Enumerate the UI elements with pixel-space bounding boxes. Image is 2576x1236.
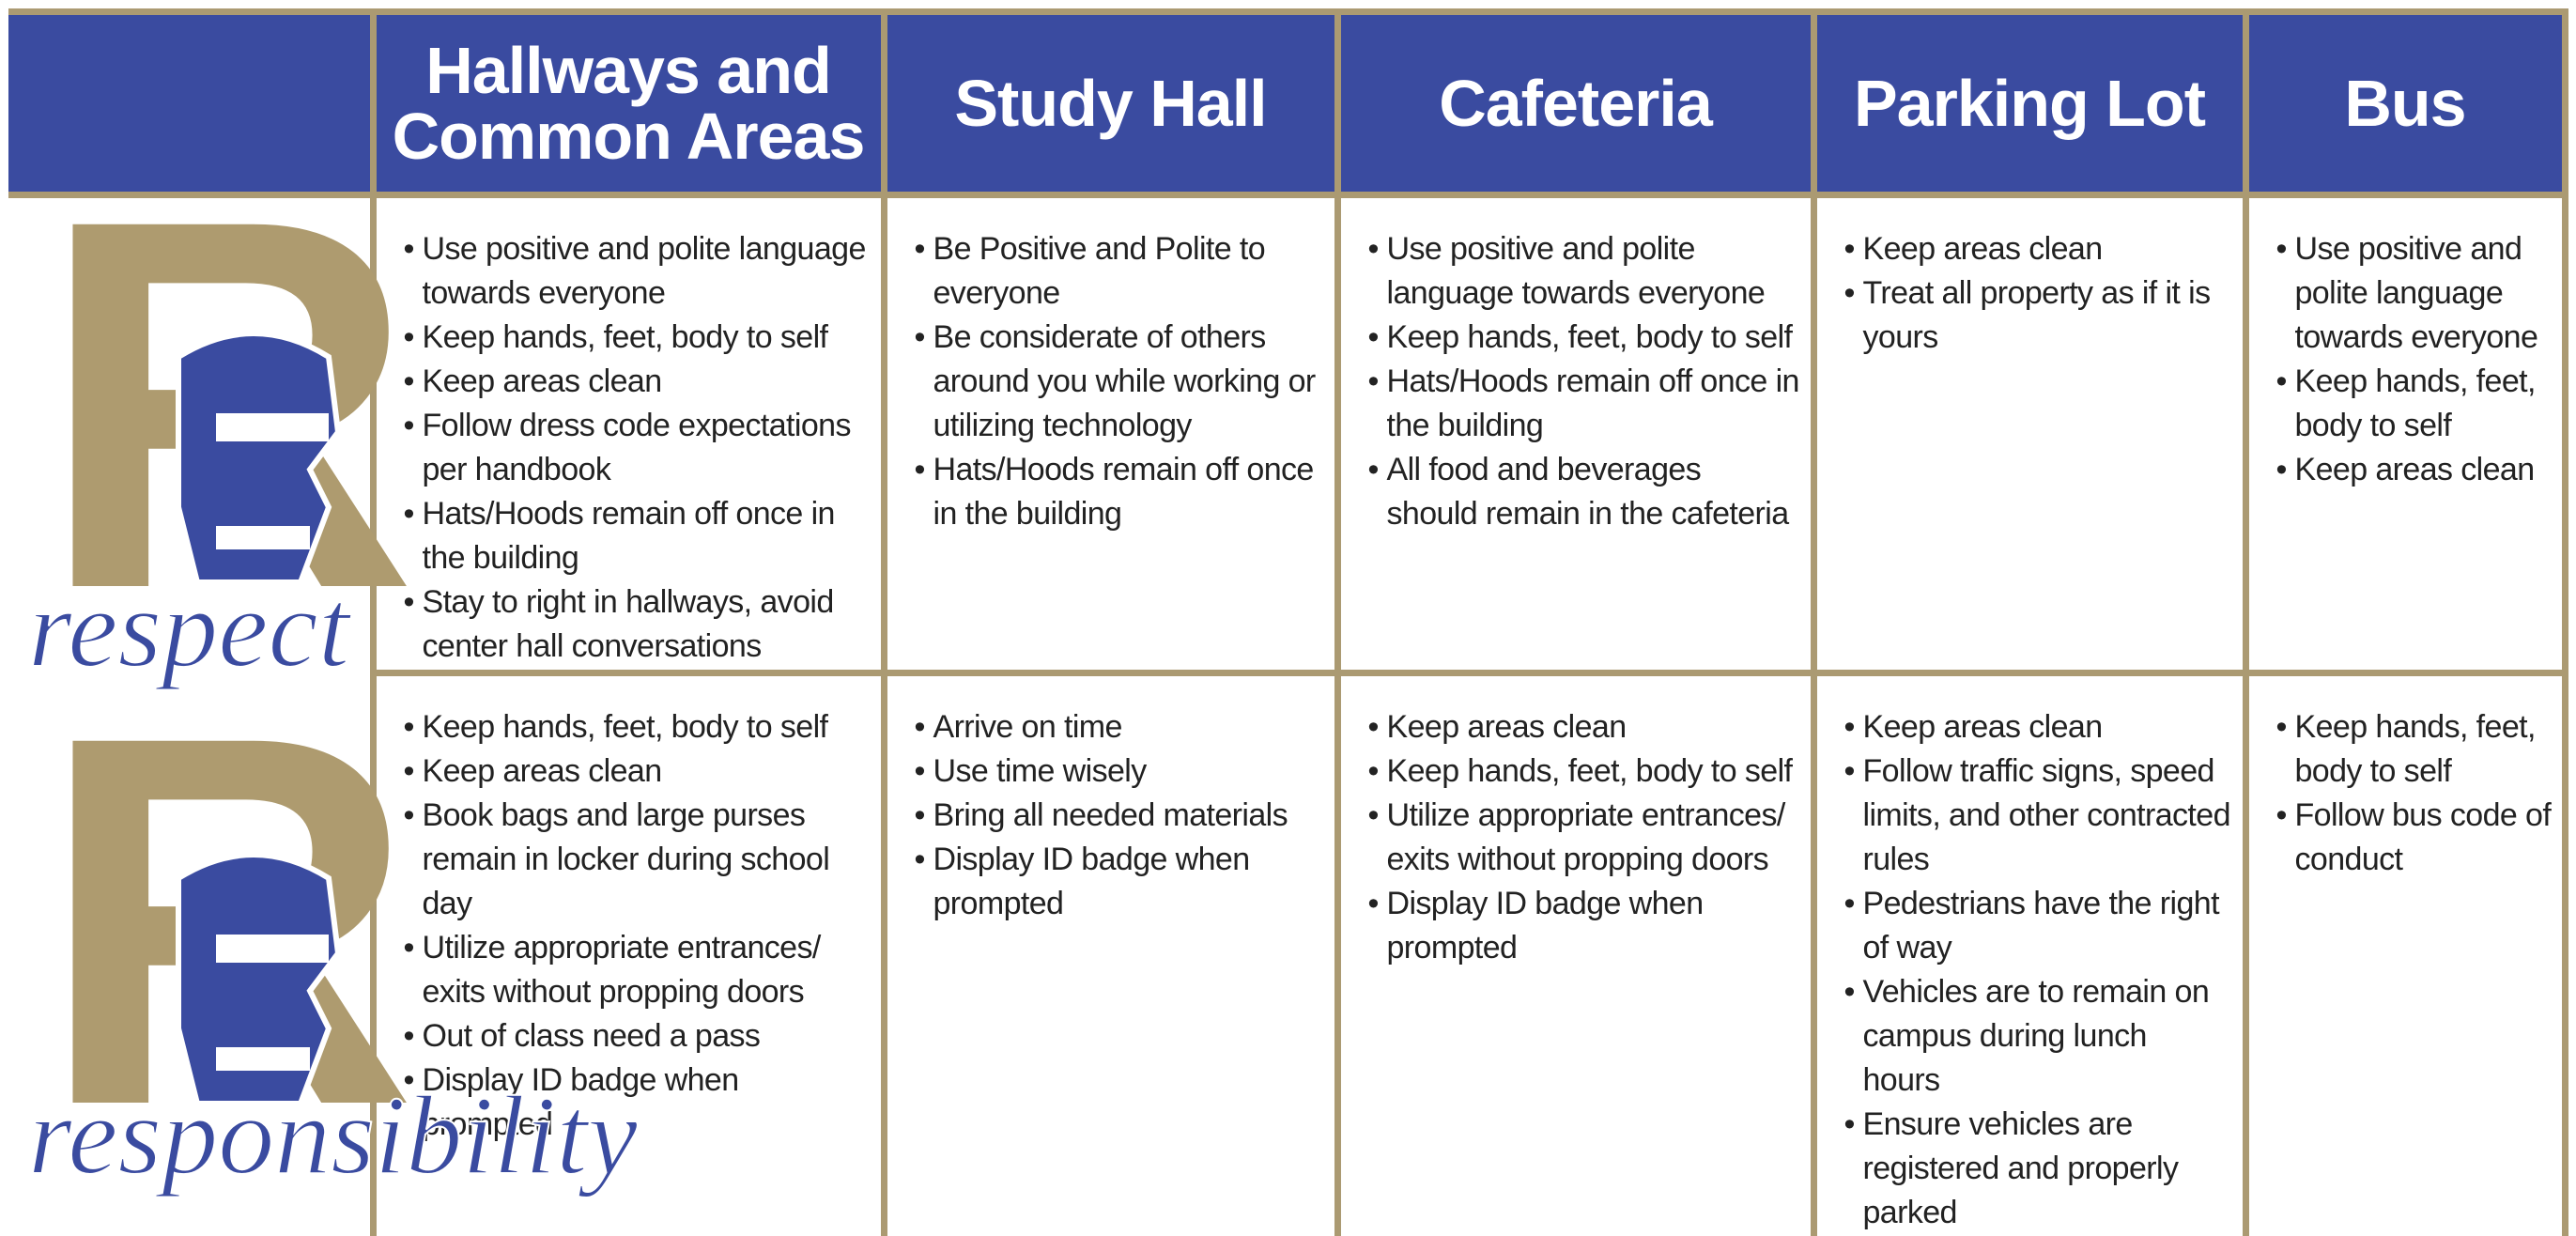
column-header: Bus — [2245, 12, 2565, 195]
bullet-item: Keep hands, feet, body to self — [2276, 360, 2552, 448]
bullet-item: Hats/Hoods remain off once in the buildi… — [915, 448, 1324, 536]
bullet-list: Use positive and polite language towards… — [1342, 199, 1810, 536]
cell: Be Positive and Polite to everyoneBe con… — [884, 195, 1337, 673]
bullet-item: Use positive and polite language towards… — [404, 227, 871, 316]
bullet-item: Keep hands, feet, body to self — [1368, 316, 1800, 360]
bullet-list: Keep areas cleanTreat all property as if… — [1818, 199, 2242, 360]
bullet-item: Use positive and polite language towards… — [1368, 227, 1800, 316]
bullet-list: Keep hands, feet, body to selfFollow bus… — [2250, 677, 2561, 882]
cell: Use positive and polite language towards… — [1337, 195, 1813, 673]
bullet-item: Keep areas clean — [2276, 448, 2552, 492]
bullet-item: Follow dress code expectations per handb… — [404, 404, 871, 492]
bullet-item: Ensure vehicles are registered and prope… — [1844, 1103, 2232, 1235]
bullet-list: Use positive and polite language towards… — [378, 199, 880, 669]
column-header: Hallways and Common Areas — [373, 12, 884, 195]
bullet-item: Book bags and large purses remain in loc… — [404, 794, 871, 926]
column-header: Cafeteria — [1337, 12, 1813, 195]
column-header: Study Hall — [884, 12, 1337, 195]
bullet-item: Keep areas clean — [1368, 705, 1800, 749]
bullet-list: Use positive and polite language towards… — [2250, 199, 2561, 492]
bullet-item: Be considerate of others around you whil… — [915, 316, 1324, 448]
bullet-item: Hats/Hoods remain off once in the buildi… — [404, 492, 871, 580]
cell: Keep areas cleanTreat all property as if… — [1813, 195, 2245, 673]
bullet-item: Keep hands, feet, body to self — [1368, 749, 1800, 794]
bullet-item: Follow bus code of conduct — [2276, 794, 2552, 882]
bullet-item: Follow traffic signs, speed limits, and … — [1844, 749, 2232, 882]
bullet-item: Use positive and polite language towards… — [2276, 227, 2552, 360]
cell: Use positive and polite language towards… — [373, 195, 884, 673]
cell: Keep areas cleanFollow traffic signs, sp… — [1813, 673, 2245, 1236]
bullet-item: Out of class need a pass — [404, 1014, 871, 1058]
column-header: Parking Lot — [1813, 12, 2245, 195]
bullet-item: Display ID badge when prompted — [915, 838, 1324, 926]
bullet-item: Arrive on time — [915, 705, 1324, 749]
bullet-item: Keep hands, feet, body to self — [2276, 705, 2552, 794]
cell: Keep areas cleanKeep hands, feet, body t… — [1337, 673, 1813, 1236]
bullet-item: Keep areas clean — [1844, 227, 2232, 271]
bullet-item: Vehicles are to remain on campus during … — [1844, 970, 2232, 1103]
cell: Use positive and polite language towards… — [2245, 195, 2565, 673]
row-label: responsibility — [28, 1071, 638, 1200]
row-label: respect — [28, 564, 349, 693]
bullet-list: Keep areas cleanKeep hands, feet, body t… — [1342, 677, 1810, 970]
bullet-item: Use time wisely — [915, 749, 1324, 794]
bullet-item: Keep areas clean — [1844, 705, 2232, 749]
bullet-item: Stay to right in hallways, avoid center … — [404, 580, 871, 669]
bullet-item: Display ID badge when prompted — [1368, 882, 1800, 970]
bullet-item: Bring all needed materials — [915, 794, 1324, 838]
bullet-item: Keep areas clean — [404, 360, 871, 404]
bullet-list: Arrive on timeUse time wiselyBring all n… — [888, 677, 1334, 926]
bullet-item: Keep areas clean — [404, 749, 871, 794]
cell: Arrive on timeUse time wiselyBring all n… — [884, 673, 1337, 1236]
bullet-item: Utilize appropriate entrances/ exits wit… — [1368, 794, 1800, 882]
bullet-item: Utilize appropriate entrances/ exits wit… — [404, 926, 871, 1014]
bullet-item: Keep hands, feet, body to self — [404, 705, 871, 749]
bullet-item: Keep hands, feet, body to self — [404, 316, 871, 360]
bullet-item: Treat all property as if it is yours — [1844, 271, 2232, 360]
bullet-list: Keep areas cleanFollow traffic signs, sp… — [1818, 677, 2242, 1235]
bullet-list: Be Positive and Polite to everyoneBe con… — [888, 199, 1334, 536]
bullet-item: Be Positive and Polite to everyone — [915, 227, 1324, 316]
knight-logo — [141, 319, 357, 601]
bullet-item: All food and beverages should remain in … — [1368, 448, 1800, 536]
bullet-item: Hats/Hoods remain off once in the buildi… — [1368, 360, 1800, 448]
bullet-item: Pedestrians have the right of way — [1844, 882, 2232, 970]
cell: Keep hands, feet, body to selfFollow bus… — [2245, 673, 2565, 1236]
